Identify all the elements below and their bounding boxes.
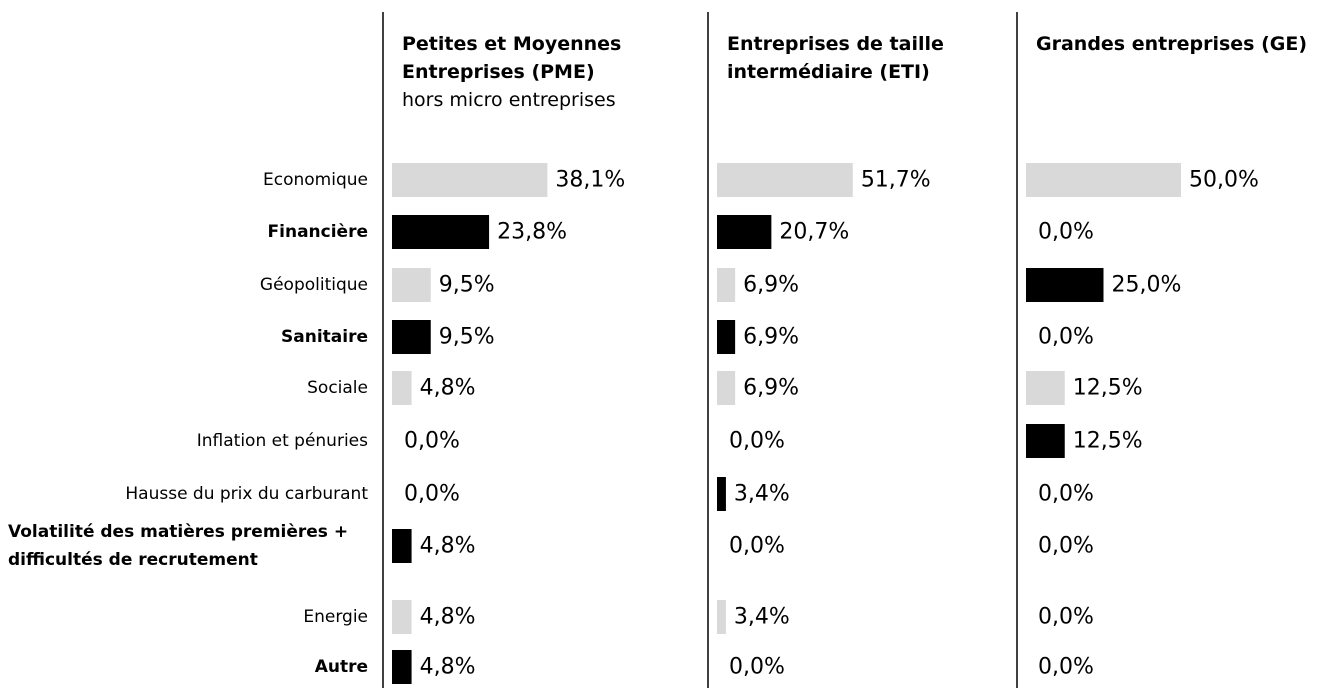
value-label: 4,8% <box>419 654 476 680</box>
bar <box>717 215 772 249</box>
panel-title: Grandes entreprises (GE) <box>1036 33 1308 55</box>
bar <box>717 320 736 354</box>
category-label: Energie <box>303 607 368 627</box>
bar <box>1026 268 1104 302</box>
value-label: 6,9% <box>743 272 800 298</box>
bar <box>392 371 412 405</box>
value-label: 0,0% <box>1038 324 1094 350</box>
category-label: Financière <box>267 222 368 242</box>
value-label: 6,9% <box>743 324 800 350</box>
value-label: 4,8% <box>419 604 476 630</box>
category-label: Volatilité des matières premières + diff… <box>8 522 349 570</box>
value-label: 50,0% <box>1189 167 1259 193</box>
value-label: 25,0% <box>1111 272 1182 298</box>
value-label: 20,7% <box>779 219 850 245</box>
bar <box>717 268 736 302</box>
bar <box>717 163 853 197</box>
value-label: 51,7% <box>860 167 931 193</box>
value-label: 0,0% <box>729 533 785 559</box>
category-label: Sanitaire <box>281 327 368 347</box>
bar <box>392 650 412 684</box>
value-label: 0,0% <box>1038 219 1094 245</box>
value-label: 9,5% <box>438 324 495 350</box>
value-label: 0,0% <box>729 654 785 680</box>
bar <box>392 320 431 354</box>
bar <box>392 163 548 197</box>
category-label: Economique <box>263 170 368 190</box>
category-label: Hausse du prix du carburant <box>125 484 368 504</box>
value-label: 0,0% <box>1038 604 1094 630</box>
bar <box>1026 371 1065 405</box>
value-label: 23,8% <box>497 219 567 245</box>
value-label: 12,5% <box>1072 428 1143 454</box>
value-label: 0,0% <box>729 428 785 454</box>
value-label: 3,4% <box>733 604 790 630</box>
bar <box>392 529 412 563</box>
category-label: Inflation et pénuries <box>196 431 368 451</box>
category-label: Sociale <box>307 378 368 398</box>
panel-title: Entreprises de taille intermédiaire (ETI… <box>727 33 944 83</box>
value-label: 6,9% <box>743 375 800 401</box>
value-label: 0,0% <box>1038 654 1094 680</box>
value-label: 12,5% <box>1072 375 1143 401</box>
value-label: 0,0% <box>404 428 460 454</box>
bar <box>392 215 490 249</box>
category-label: Géopolitique <box>259 275 368 295</box>
value-label: 3,4% <box>733 481 790 507</box>
bar <box>1026 163 1181 197</box>
value-label: 0,0% <box>404 481 460 507</box>
value-label: 9,5% <box>438 272 495 298</box>
value-label: 38,1% <box>555 167 626 193</box>
value-label: 4,8% <box>419 375 476 401</box>
panel-subtitle: hors micro entreprises <box>402 89 616 111</box>
bar <box>717 371 736 405</box>
bar <box>392 600 412 634</box>
bar <box>392 268 431 302</box>
value-label: 4,8% <box>419 533 476 559</box>
value-label: 0,0% <box>1038 481 1094 507</box>
bar <box>717 600 726 634</box>
value-label: 0,0% <box>1038 533 1094 559</box>
panel-title: Petites et Moyennes Entreprises (PME) hor… <box>402 30 692 114</box>
bar <box>717 477 726 511</box>
category-label: Autre <box>314 657 368 677</box>
bar <box>1026 424 1065 458</box>
